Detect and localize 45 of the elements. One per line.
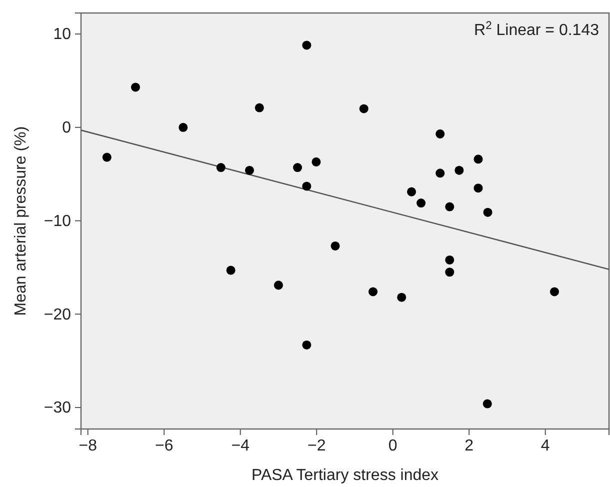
point	[302, 40, 312, 50]
point	[368, 287, 378, 296]
point	[312, 157, 321, 166]
point	[102, 152, 112, 162]
point	[244, 166, 254, 175]
point	[416, 198, 426, 208]
x-tick-label: −2	[307, 437, 326, 454]
y-tick-label: −30	[44, 400, 72, 417]
x-tick-label: −6	[154, 437, 174, 454]
point	[226, 266, 236, 275]
x-tick-label: −8	[78, 437, 98, 454]
point	[302, 182, 312, 191]
y-tick-label: 10	[53, 26, 72, 44]
point	[293, 163, 302, 172]
y-axis-title: Mean arterial pressure (%)	[12, 126, 30, 316]
point	[445, 202, 454, 212]
y-tick-label: −10	[44, 212, 72, 230]
point	[254, 103, 264, 112]
x-tick-label: −4	[231, 437, 250, 454]
x-tick-label: 0	[388, 437, 398, 454]
point	[407, 187, 416, 196]
point	[454, 166, 464, 175]
point	[397, 292, 406, 302]
point	[330, 241, 340, 250]
point	[482, 399, 492, 408]
x-tick-label: 4	[540, 437, 550, 454]
point	[216, 163, 226, 172]
point	[178, 122, 188, 132]
y-tick-label: 0	[62, 120, 72, 137]
point	[474, 154, 483, 164]
annotation: R$^{2}$ Linear = 0.143	[474, 20, 600, 39]
point	[274, 280, 283, 290]
x-axis-title: PASA Tertiary stress index	[251, 467, 439, 484]
point	[445, 255, 454, 264]
point	[359, 104, 368, 114]
y-tick-label: −20	[44, 306, 72, 324]
point	[436, 168, 445, 178]
point	[550, 287, 559, 296]
point	[483, 208, 492, 217]
point	[436, 129, 445, 138]
x-tick-label: 2	[464, 437, 474, 454]
point	[302, 340, 312, 350]
point	[474, 184, 483, 193]
point	[445, 268, 454, 277]
point	[131, 82, 140, 92]
